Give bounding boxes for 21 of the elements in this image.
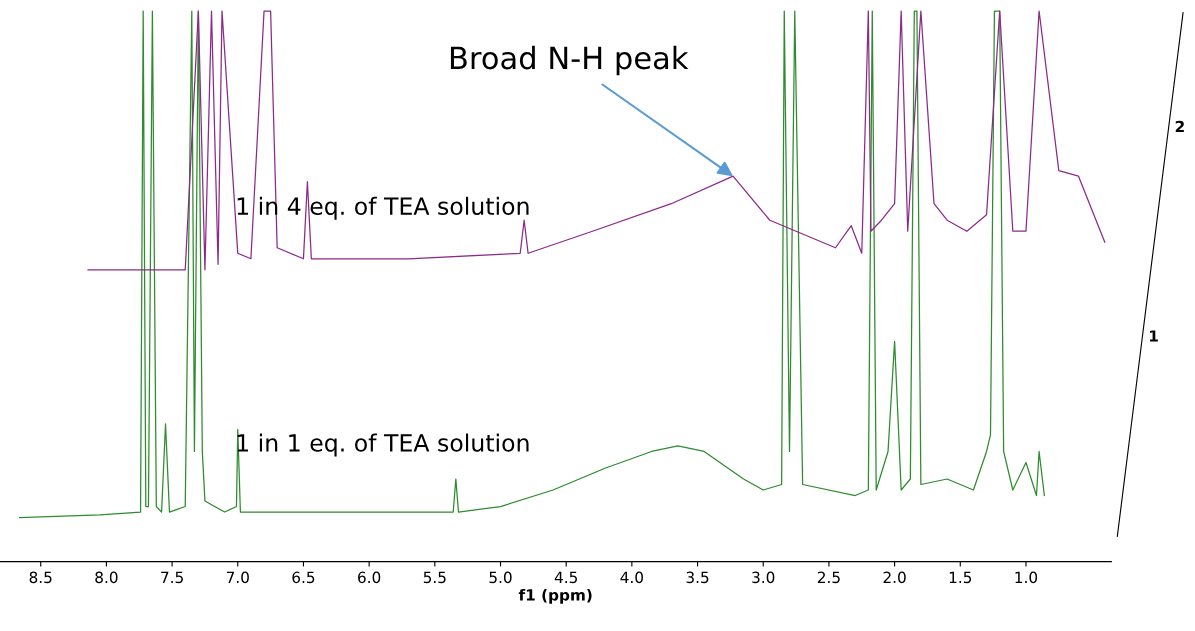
x-tick-label: 8.5 [29,571,52,584]
x-tick-label: 1.5 [949,571,972,584]
annotation: Broad N-H peak [450,45,689,76]
x-tick-label: 7.5 [161,571,183,584]
x-tick-label: 3.0 [752,571,775,584]
x-tick-label: 6.5 [292,571,315,584]
x-tick-label: 4.0 [620,571,643,584]
x-tick-label: 2.0 [883,571,906,584]
x-tick-label: 2.5 [817,571,840,584]
series-label: 1 in 4 eq. of TEA solution [237,196,529,220]
x-axis-title: f1 (ppm) [518,588,592,604]
x-tick-label: 7.0 [226,571,249,584]
x-tick-label: 5.5 [423,571,446,584]
x-tick-label: 8.0 [95,571,118,584]
x-tick-label: 5.0 [489,571,512,584]
x-tick-label: 6.0 [358,571,381,584]
x-tick-label: 4.5 [554,571,577,584]
x-tick-label: 1.0 [1015,571,1038,584]
x-tick-label: 3.5 [686,571,709,584]
text: 1 [1150,330,1158,342]
text: 2 [1175,120,1184,133]
